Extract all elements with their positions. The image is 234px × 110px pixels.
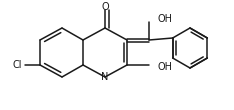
- Text: OH: OH: [158, 62, 173, 72]
- Text: O: O: [101, 2, 109, 12]
- Text: Cl: Cl: [12, 60, 22, 70]
- Text: OH: OH: [158, 14, 173, 24]
- Text: N: N: [101, 72, 109, 82]
